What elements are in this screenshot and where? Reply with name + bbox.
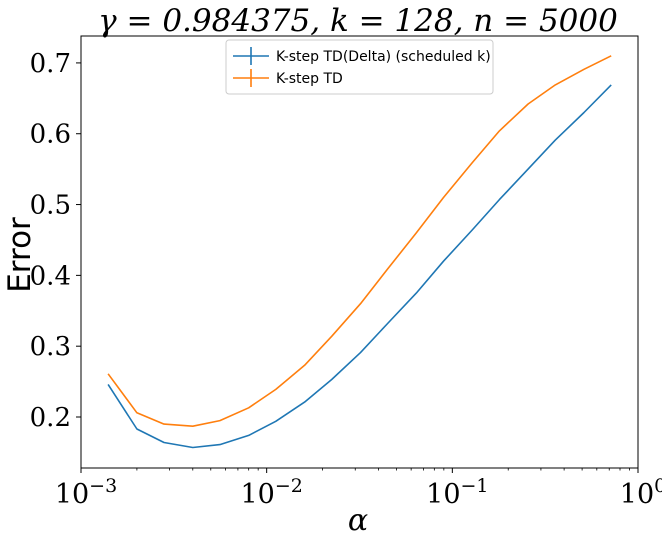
y-tick-label: 0.6 bbox=[30, 120, 71, 150]
legend-label-0: K-step TD(Delta) (scheduled k) bbox=[276, 49, 491, 65]
axes-frame bbox=[80, 35, 639, 469]
y-tick-label: 0.7 bbox=[30, 49, 71, 79]
series-line-1 bbox=[107, 55, 612, 428]
y-tick-label: 0.2 bbox=[30, 403, 71, 433]
x-tick-label: 10−1 bbox=[426, 475, 488, 510]
series-line-0 bbox=[107, 84, 612, 449]
x-tick-label: 10−3 bbox=[55, 475, 117, 510]
x-axis-label: α bbox=[348, 503, 368, 538]
x-tick-label: 100 bbox=[620, 475, 662, 510]
legend: K-step TD(Delta) (scheduled k) K-step TD bbox=[225, 39, 494, 95]
legend-box bbox=[225, 39, 494, 95]
plot-area bbox=[107, 55, 612, 449]
x-tick-label: 10−2 bbox=[240, 475, 302, 510]
legend-label-1: K-step TD bbox=[276, 71, 343, 87]
y-axis-label: Error bbox=[2, 217, 38, 293]
axes: 10−3 10−2 10−1 100 0.2 0.3 0.4 0.5 0.6 0.7 bbox=[30, 35, 662, 510]
chart-title: γ = 0.984375, k = 128, n = 5000 bbox=[98, 3, 618, 39]
y-tick-label: 0.3 bbox=[30, 332, 71, 362]
y-tick-label: 0.4 bbox=[30, 261, 71, 291]
y-tick-label: 0.5 bbox=[30, 191, 71, 221]
